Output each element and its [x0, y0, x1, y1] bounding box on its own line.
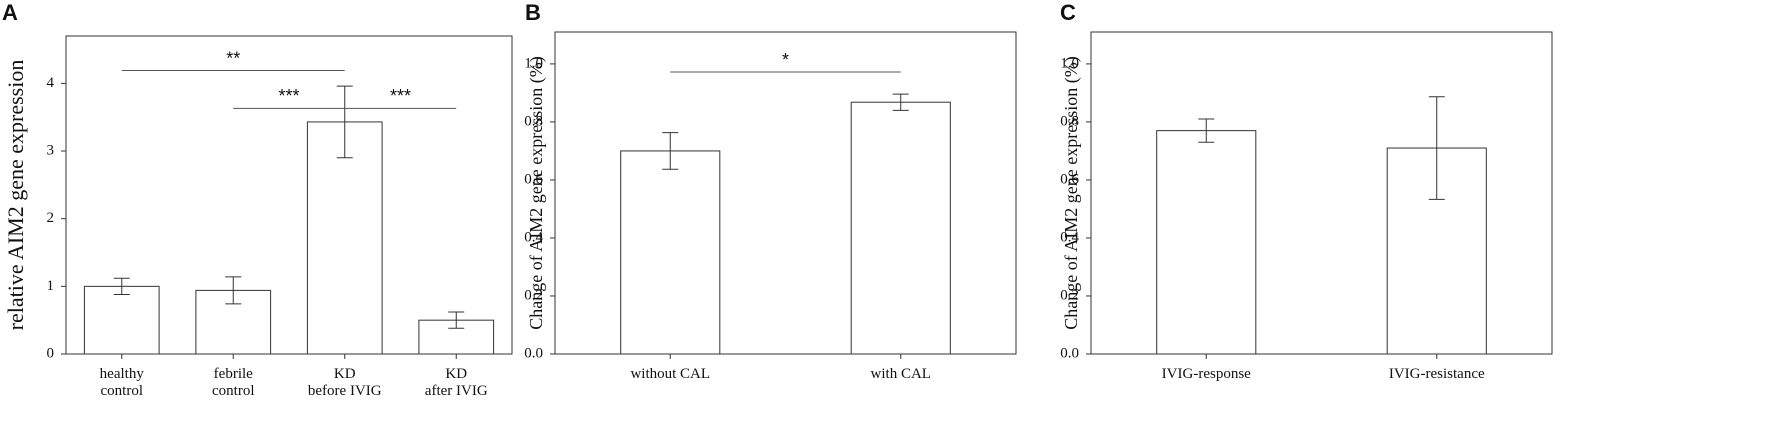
x-tick-label: IVIG-response: [1161, 366, 1251, 382]
x-tick-label: KD before IVIG: [307, 366, 382, 399]
significance-label: ***: [390, 86, 411, 106]
plot-frame: [554, 31, 1017, 355]
y-tick-label: 0.6: [524, 171, 543, 187]
x-tick-label: KD after IVIG: [424, 366, 488, 399]
x-tick-label: IVIG-resistance: [1388, 366, 1485, 382]
significance-label: **: [226, 48, 240, 68]
significance-label: ***: [278, 86, 299, 106]
y-tick-label: 2: [47, 210, 55, 226]
panel-letter: C: [1060, 0, 1076, 25]
x-tick-label: without CAL: [630, 366, 711, 382]
bar: [850, 101, 951, 355]
panel-letter: B: [525, 0, 541, 25]
y-tick-label: 0.4: [524, 229, 543, 245]
bar: [1156, 130, 1257, 355]
x-tick-label: with CAL: [870, 366, 931, 382]
y-tick-label: 0.0: [524, 345, 543, 361]
y-tick-label: 4: [47, 75, 55, 91]
plot-frame: [65, 35, 513, 355]
y-tick-label: 0.2: [524, 287, 543, 303]
y-axis-label: Change of AIM2 gene expression (%): [526, 56, 547, 329]
x-tick-label: healthy control: [99, 366, 144, 399]
bar: [306, 121, 383, 355]
y-tick-label: 1: [47, 278, 55, 294]
y-tick-label: 0: [47, 345, 55, 361]
plot-frame: [1090, 31, 1553, 355]
y-tick-label: 1.0: [1060, 55, 1079, 71]
panel-letter: A: [2, 0, 18, 25]
y-tick-label: 0.8: [1060, 113, 1079, 129]
y-tick-label: 0.6: [1060, 171, 1079, 187]
y-tick-label: 1.0: [524, 55, 543, 71]
y-tick-label: 0.0: [1060, 345, 1079, 361]
y-axis-label: relative AIM2 gene expression: [3, 60, 28, 331]
bar: [83, 285, 160, 355]
x-tick-label: febrile control: [212, 366, 255, 399]
y-tick-label: 3: [47, 142, 55, 158]
y-tick-label: 0.8: [524, 113, 543, 129]
bar: [620, 150, 721, 355]
y-tick-label: 0.4: [1060, 229, 1079, 245]
y-axis-label: Change of AIM2 gene expression (%): [1061, 56, 1082, 329]
significance-label: *: [782, 50, 789, 70]
y-tick-label: 0.2: [1060, 287, 1079, 303]
bar: [195, 289, 272, 355]
